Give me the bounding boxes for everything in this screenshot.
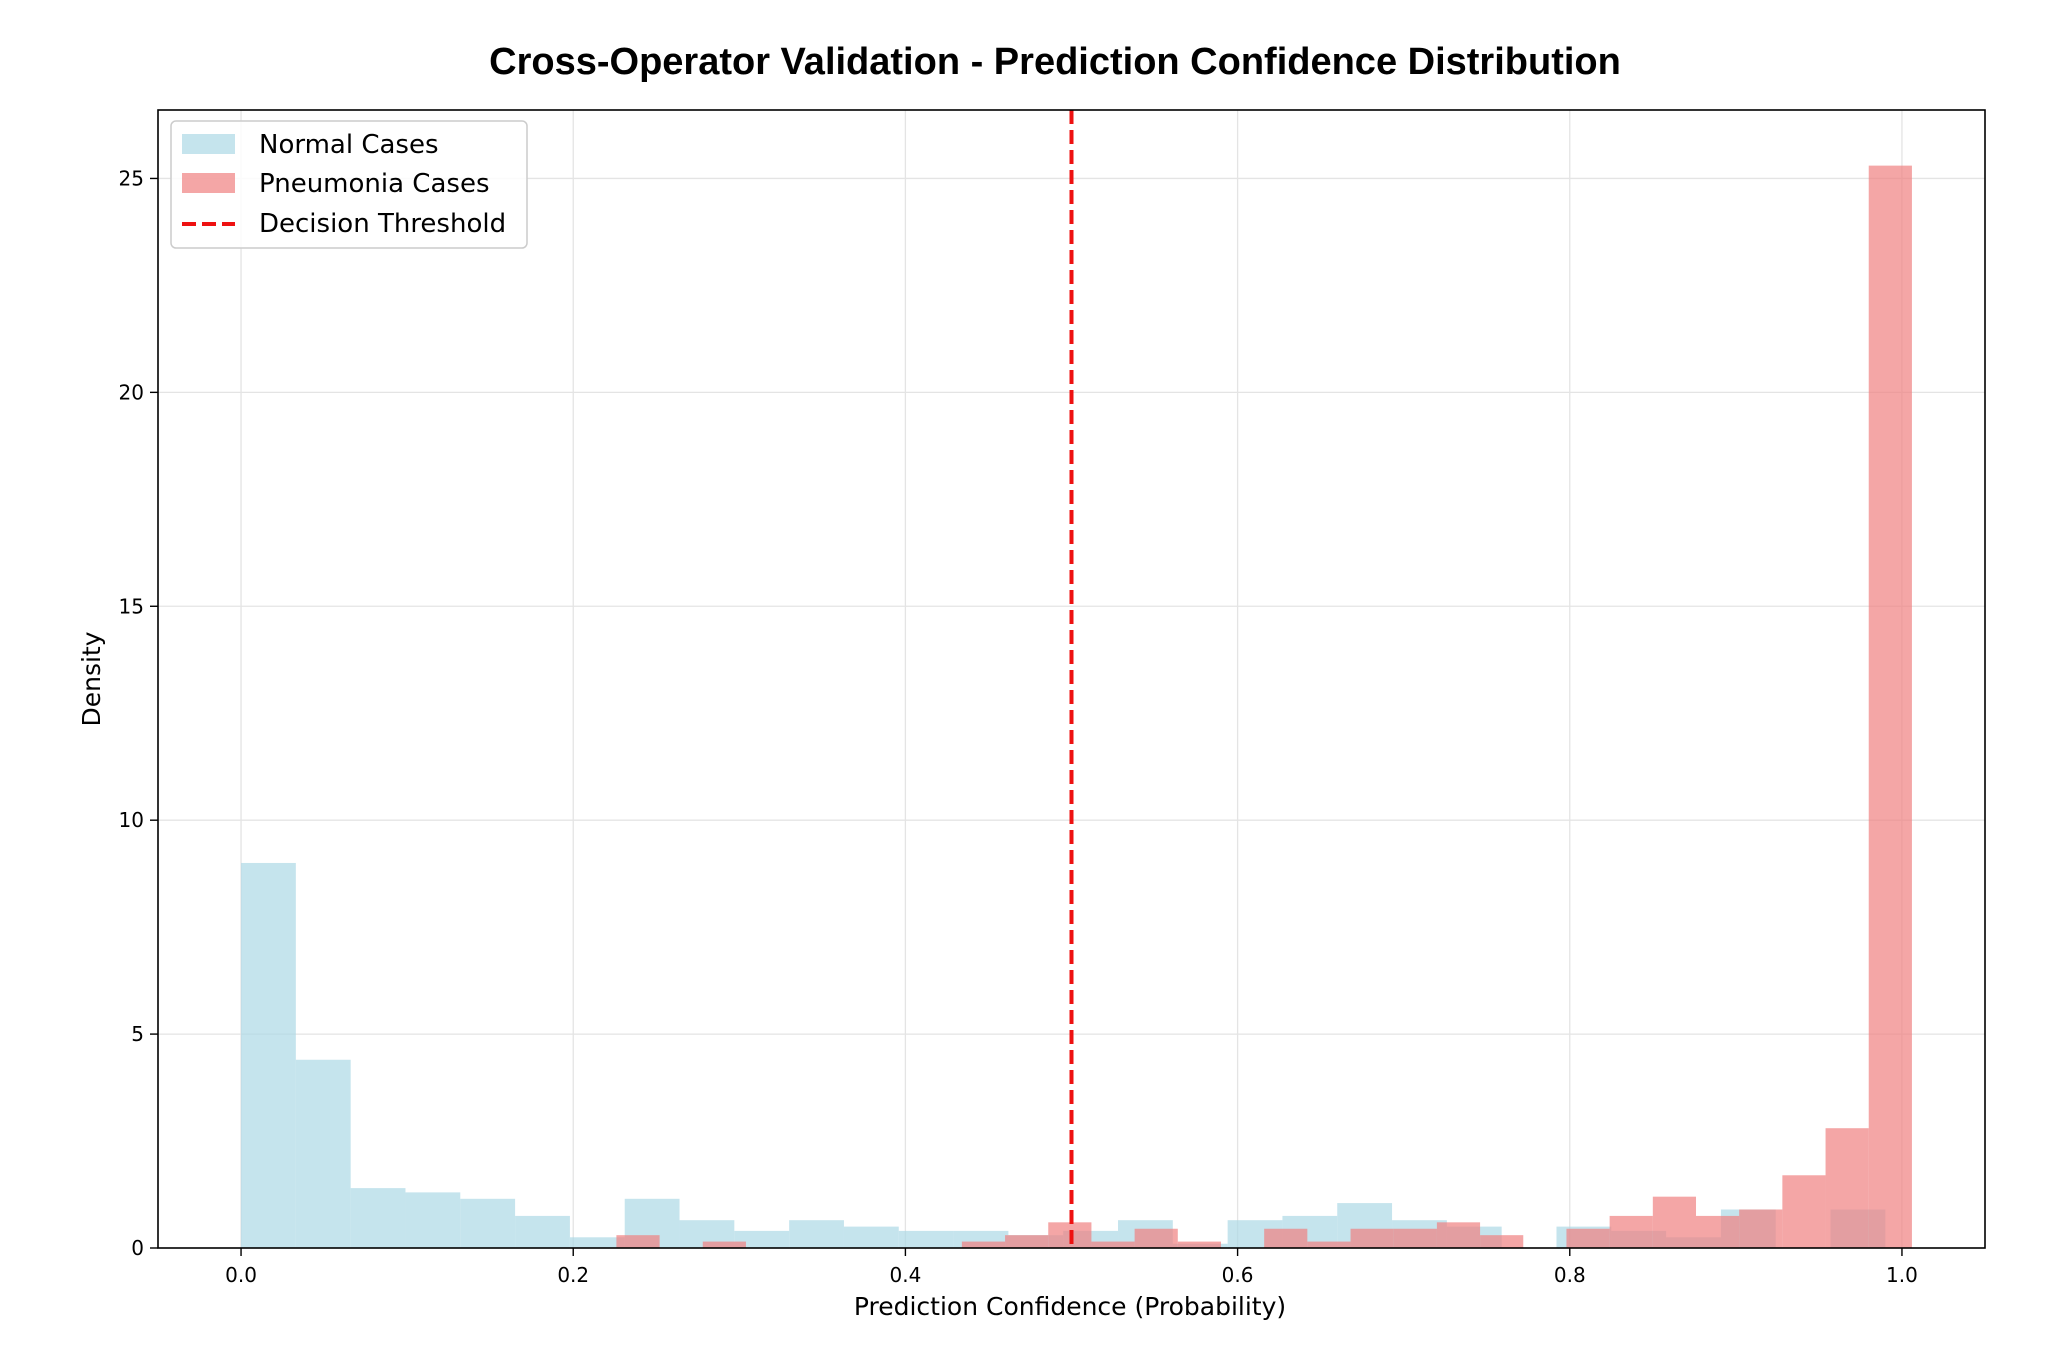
pneumonia-bar <box>1436 1222 1481 1248</box>
pneumonia-bar <box>1307 1241 1351 1248</box>
y-axis-label: Density <box>77 631 106 726</box>
normal-bar <box>898 1230 954 1248</box>
legend-swatch-normal <box>182 134 235 154</box>
pneumonia-bar <box>1868 165 1912 1248</box>
x-tick-label: 1.0 <box>1886 1263 1918 1287</box>
pneumonia-bar <box>1652 1196 1697 1248</box>
normal-bar <box>405 1192 461 1248</box>
x-axis-ticks: 0.0 0.2 0.4 0.6 0.8 1.0 <box>225 1248 1918 1287</box>
x-tick-label: 0.8 <box>1554 1263 1586 1287</box>
chart-title: Cross-Operator Validation - Prediction C… <box>489 41 1621 83</box>
pneumonia-bar <box>1264 1228 1308 1248</box>
y-tick-label: 15 <box>119 594 144 618</box>
pneumonia-bar <box>1825 1128 1869 1248</box>
pneumonia-bar <box>1609 1215 1653 1248</box>
y-tick-label: 25 <box>119 166 144 190</box>
pneumonia-bar <box>1480 1235 1524 1248</box>
legend-label-threshold: Decision Threshold <box>259 209 506 239</box>
legend-swatch-pneumonia <box>182 173 235 193</box>
y-tick-label: 5 <box>131 1022 144 1046</box>
normal-bar <box>515 1215 570 1248</box>
plot-frame <box>157 109 1986 1249</box>
y-tick-label: 10 <box>119 808 144 832</box>
x-axis-label: Prediction Confidence (Probability) <box>854 1292 1286 1321</box>
x-tick-label: 0.4 <box>890 1263 922 1287</box>
normal-bar <box>789 1220 844 1248</box>
pneumonia-bar <box>1739 1209 1783 1248</box>
normal-bar <box>295 1059 351 1248</box>
pneumonia-bar <box>1005 1235 1049 1248</box>
legend-box <box>170 120 528 249</box>
normal-bar <box>241 862 296 1248</box>
x-tick-label: 0.0 <box>225 1263 257 1287</box>
pneumonia-bar <box>1177 1241 1221 1248</box>
pneumonia-bar <box>961 1241 1006 1248</box>
legend-label-pneumonia: Pneumonia Cases <box>259 169 489 199</box>
normal-bar <box>569 1237 625 1248</box>
pneumonia-bar <box>1091 1241 1135 1248</box>
y-tick-label: 20 <box>119 380 144 404</box>
pneumonia-bar <box>1782 1175 1826 1248</box>
pneumonia-bar <box>1696 1215 1740 1248</box>
legend: Normal Cases Pneumonia Cases Decision Th… <box>170 120 528 249</box>
normal-bar <box>460 1198 516 1248</box>
y-axis-ticks: 0 5 10 15 20 25 <box>119 166 158 1260</box>
pneumonia-bar <box>702 1241 746 1248</box>
pneumonia-bar <box>1393 1228 1437 1248</box>
y-tick-label: 0 <box>131 1236 144 1260</box>
normal-bar <box>734 1230 790 1248</box>
pneumonia-cases-bars <box>616 165 1912 1248</box>
x-tick-label: 0.6 <box>1222 1263 1254 1287</box>
pneumonia-bar <box>1566 1228 1610 1248</box>
pneumonia-bar <box>1134 1228 1178 1248</box>
normal-bar <box>843 1226 899 1248</box>
pneumonia-bar <box>1350 1228 1394 1248</box>
pneumonia-bar <box>616 1235 660 1248</box>
normal-bar <box>350 1188 406 1248</box>
x-tick-label: 0.2 <box>557 1263 589 1287</box>
legend-label-normal: Normal Cases <box>259 130 439 160</box>
